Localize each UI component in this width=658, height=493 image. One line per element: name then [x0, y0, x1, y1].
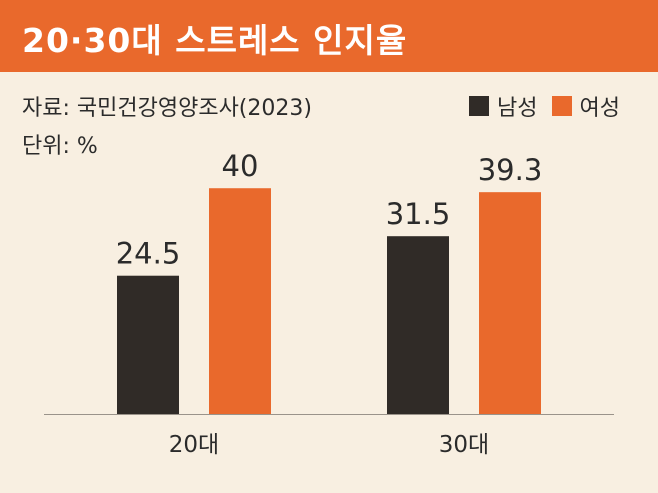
category-label-20s: 20대: [169, 432, 219, 458]
legend-swatch-male: [469, 96, 490, 116]
legend-item-male: 남성: [469, 90, 538, 122]
data-label-male-20s: 24.5: [116, 237, 181, 271]
title-bar: 20·30대 스트레스 인지율: [0, 0, 658, 72]
bar-male-30s: [387, 236, 449, 414]
legend-label-female: 여성: [579, 96, 620, 121]
source-note: 자료: 국민건강영양조사(2023): [22, 96, 312, 121]
legend-label-male: 남성: [497, 96, 538, 121]
chart-title: 20·30대 스트레스 인지율: [22, 21, 408, 60]
legend: 남성 여성: [455, 90, 620, 122]
data-label-female-30s: 39.3: [478, 153, 543, 187]
category-label-30s: 30대: [439, 432, 489, 458]
legend-item-female: 여성: [551, 90, 620, 122]
unit-note: 단위: %: [22, 134, 98, 159]
data-label-female-20s: 40: [222, 149, 259, 183]
bar-female-30s: [479, 192, 541, 414]
legend-swatch-female: [551, 96, 572, 116]
bar-female-20s: [209, 188, 271, 414]
bar-male-20s: [117, 275, 179, 414]
data-label-male-30s: 31.5: [386, 197, 451, 231]
